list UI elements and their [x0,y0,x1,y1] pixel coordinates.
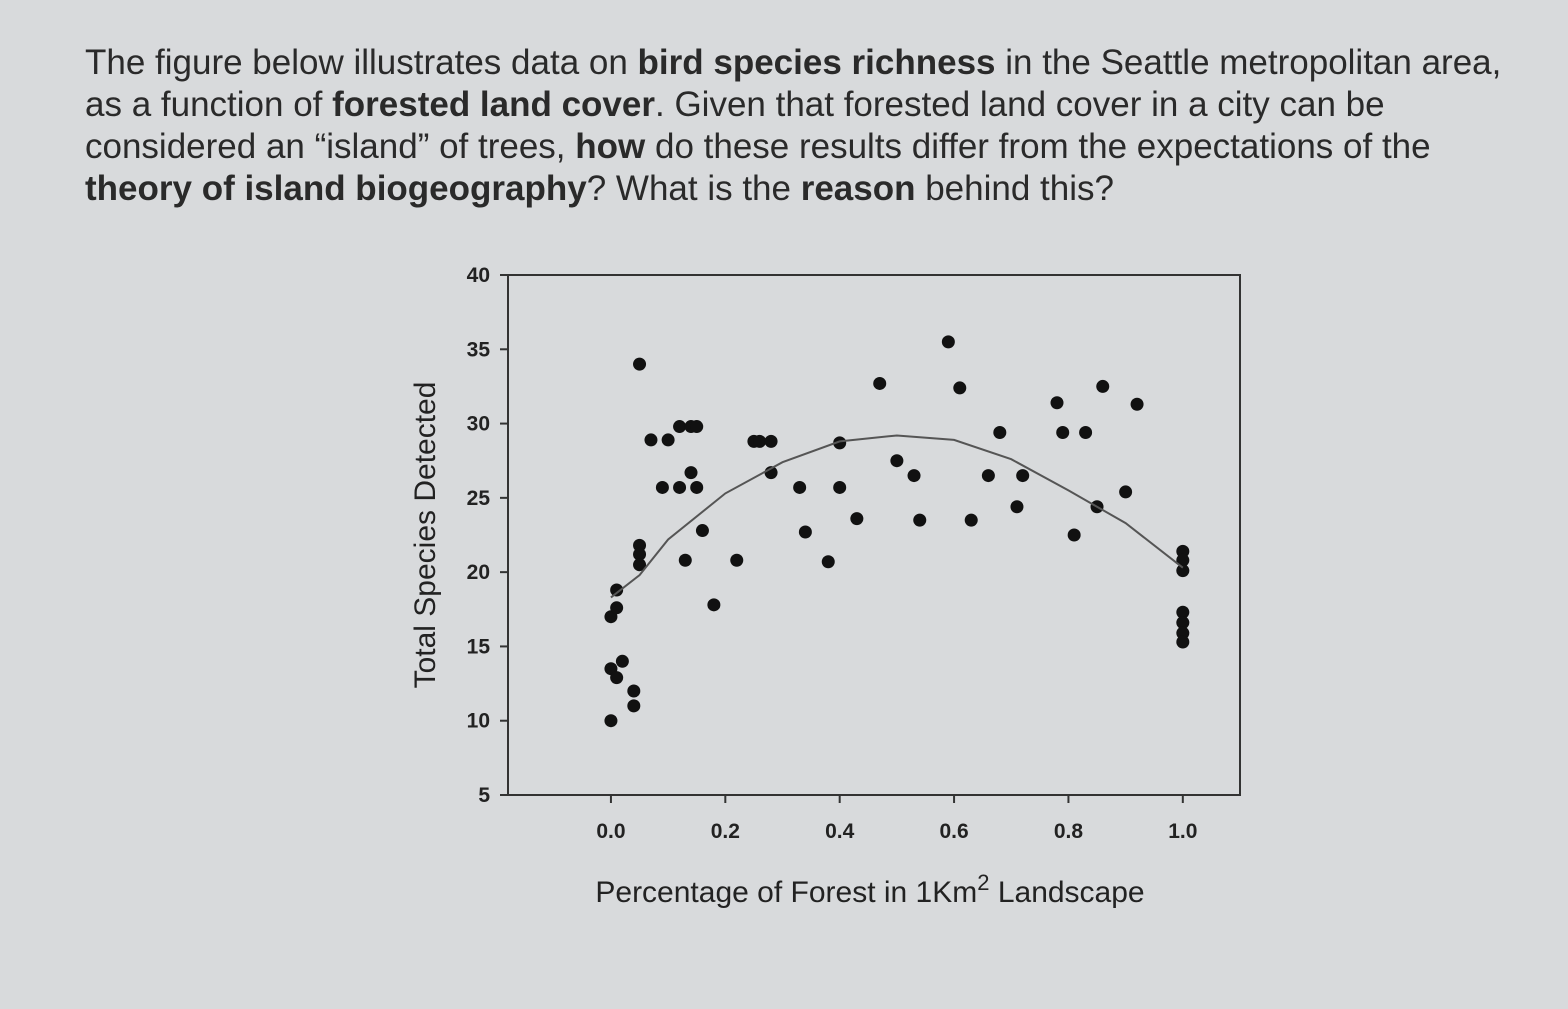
data-point [644,433,658,447]
data-point [1176,616,1190,630]
x-label-superscript: 2 [977,870,989,895]
data-point [873,376,887,390]
x-tick-label: 0.0 [596,820,625,843]
question-segment: in the Seattle metropolitan area, as a f… [85,43,1502,124]
data-point [627,684,641,698]
data-point [890,454,904,468]
data-point [953,381,967,395]
y-tick-label: 35 [467,338,491,361]
data-point [1119,485,1133,499]
question-segment: bird species richness [637,43,996,82]
data-point [833,436,847,450]
data-point [707,598,721,612]
question-text: The figure below illustrates data on bir… [85,42,1505,210]
data-point [604,714,618,728]
data-point [1067,528,1081,542]
plot-frame [507,274,1241,796]
data-point [1079,425,1093,439]
y-tick-label: 5 [478,784,490,807]
y-tick-label: 30 [467,413,490,436]
data-point [1096,379,1110,393]
data-point [821,555,835,569]
y-tick-label: 20 [467,561,490,584]
y-tick-label: 25 [467,487,491,510]
data-point [1010,500,1024,514]
x-tick-label: 0.2 [711,820,740,843]
data-point [913,513,927,527]
data-point [610,583,624,597]
data-point [690,420,704,434]
data-point [695,524,709,538]
fit-curve [610,434,1184,599]
question-segment: theory of island biogeography [85,169,587,208]
data-point [1016,469,1030,483]
x-tick-label: 1.0 [1168,820,1197,843]
question-segment: how [575,127,646,166]
data-point [793,480,807,494]
data-point [1176,635,1190,649]
data-point [941,335,955,349]
question-segment: . Given that forested land cover in a ci… [85,85,1385,166]
data-point [833,480,847,494]
data-point [610,601,624,615]
question-segment: do these results differ from the expecta… [645,127,1431,166]
data-point [993,425,1007,439]
data-point [610,671,624,685]
data-point [964,513,978,527]
data-point [661,433,675,447]
data-point [690,480,704,494]
data-point [673,480,687,494]
question-segment: forested land cover [332,85,655,124]
data-point [753,434,767,448]
data-point [981,469,995,483]
question-segment: behind this? [915,169,1114,208]
x-label-part: Landscape [989,876,1144,909]
data-point [798,525,812,539]
data-point [684,466,698,480]
data-point [1176,553,1190,567]
data-point [764,434,778,448]
question-segment: ? What is the [586,169,801,208]
x-axis-label: Percentage of Forest in 1Km2 Landscape [595,870,1144,909]
y-tick-label: 10 [467,710,490,733]
x-tick-label: 0.4 [825,820,855,843]
data-point [633,538,647,552]
data-point [907,469,921,483]
data-point [673,420,687,434]
data-point [1176,564,1190,578]
y-tick-label: 15 [467,635,491,658]
data-point [1176,626,1190,640]
data-point [1050,396,1064,410]
data-point [1176,605,1190,619]
data-point [678,553,692,567]
data-point [633,547,647,561]
data-point [627,699,641,713]
data-point [850,512,864,526]
x-label-part: Percentage of Forest in 1Km [595,876,977,909]
x-tick-label: 0.8 [1054,820,1084,843]
data-point [1056,425,1070,439]
question-segment: The figure below illustrates data on [85,43,638,82]
data-point [655,480,669,494]
data-point [1176,544,1190,558]
y-axis-label: Total Species Detected [409,382,442,689]
data-point [730,553,744,567]
data-point [1130,397,1144,411]
question-segment: reason [800,169,916,208]
data-point [615,654,629,668]
y-tick-label: 40 [467,264,490,287]
data-point [633,357,647,371]
x-tick-label: 0.6 [939,820,968,843]
data-point [633,558,647,572]
